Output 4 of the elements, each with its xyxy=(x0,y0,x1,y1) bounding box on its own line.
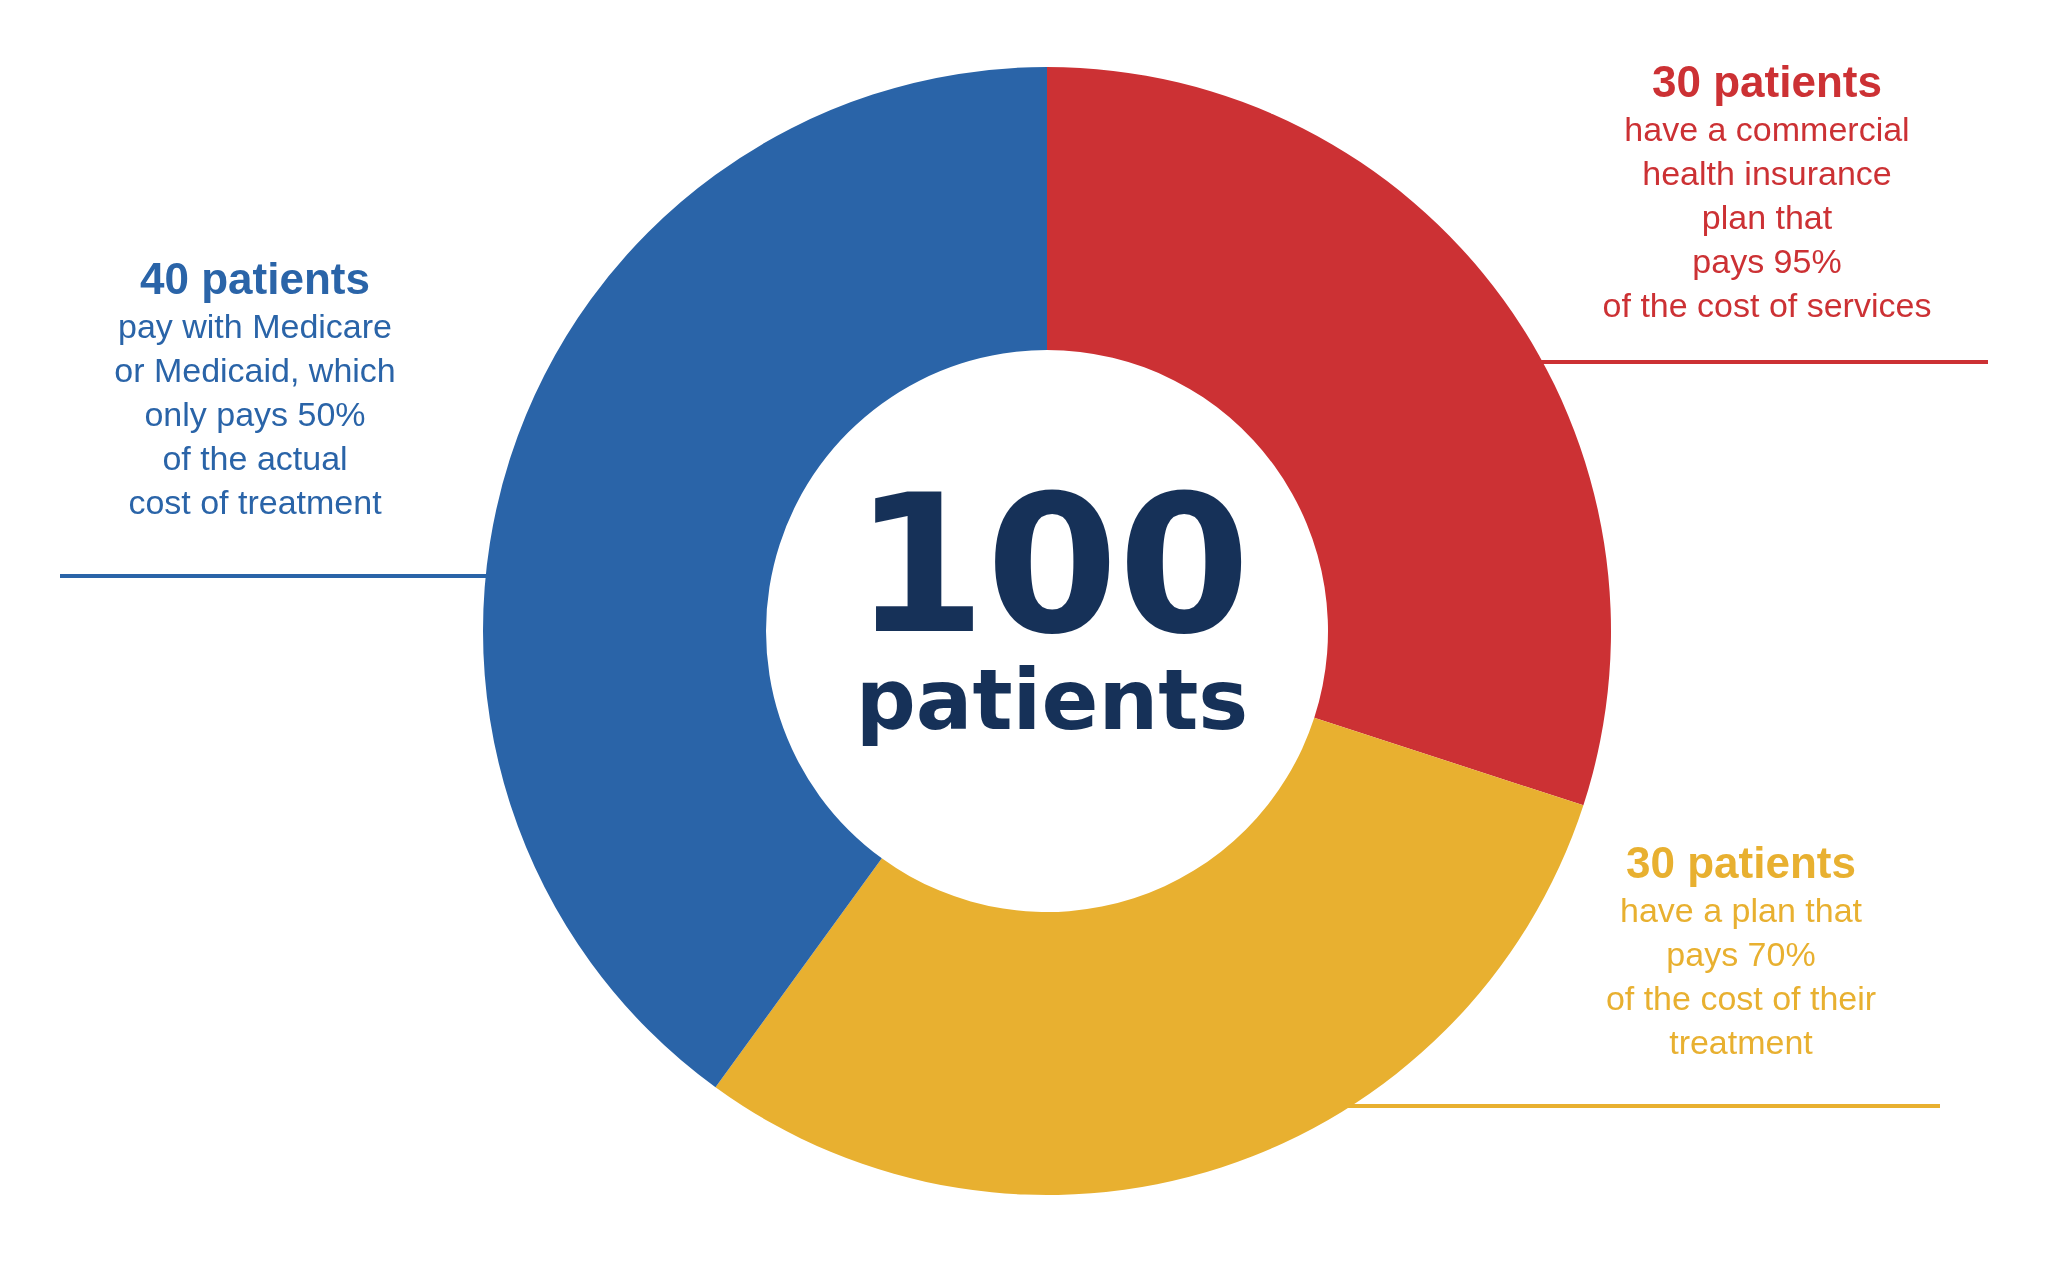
slice-label: 30 patients have a plan that pays 70% of the cost of their treatment xyxy=(1605,837,1877,1061)
slice-label: 30 patients have a commercial health insurance plan that pays 95% of the cost of services xyxy=(1602,56,1932,324)
text: 100 patients xyxy=(853,454,1251,749)
slice-label: 40 patients pay with Medicare or Medicaid, which only pays 50% of the actual cost of treatment xyxy=(114,253,396,521)
